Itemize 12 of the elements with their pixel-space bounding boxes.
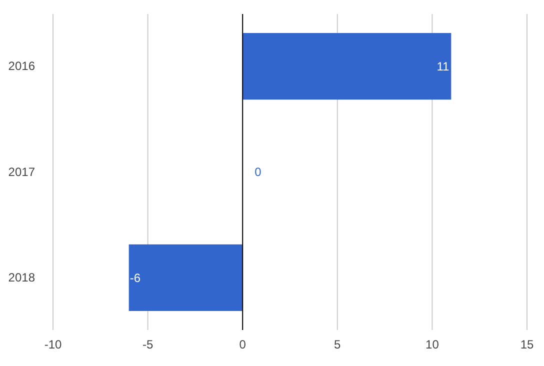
- y-tick-label: 2018: [8, 270, 36, 285]
- data-label: 0: [254, 165, 262, 180]
- x-tick-label: 5: [334, 338, 342, 352]
- y-tick-label: 2016: [8, 59, 36, 74]
- x-tick-label: 10: [426, 338, 440, 352]
- x-tick-label: 15: [520, 338, 534, 352]
- y-tick-label: 2017: [8, 164, 36, 179]
- x-tick-label: -10: [44, 338, 62, 352]
- x-tick-label: 0: [239, 338, 246, 352]
- x-tick-label: -5: [142, 338, 154, 352]
- data-label: -6: [130, 270, 141, 285]
- data-label: 11: [436, 60, 450, 74]
